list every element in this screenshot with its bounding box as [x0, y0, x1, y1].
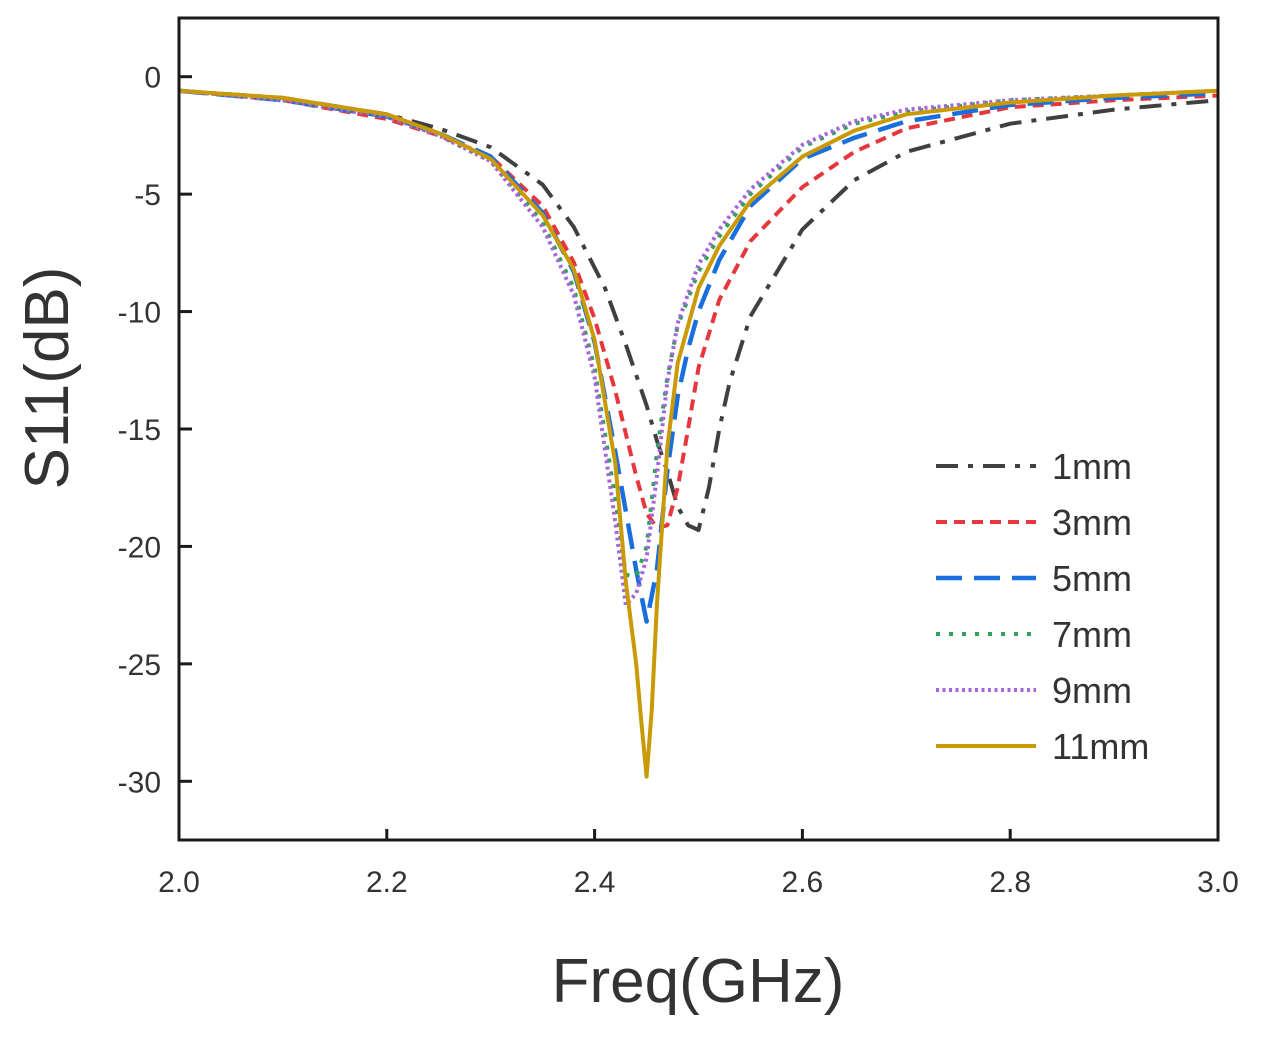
x-tick-label: 3.0	[1197, 866, 1239, 899]
x-axis-ticks: 2.0 2.2 2.4 2.6 2.8 3.0	[158, 829, 1239, 899]
x-tick-label: 2.4	[574, 866, 616, 899]
y-tick-label: -20	[118, 531, 161, 564]
y-axis-ticks: 0 -5 -10 -15 -20 -25 -30	[118, 62, 192, 799]
series-line-9mm	[179, 88, 1218, 608]
legend-label-11mm: 11mm	[1052, 726, 1149, 767]
y-axis-title: S11(dB)	[13, 267, 82, 490]
y-tick-label: -5	[134, 179, 161, 212]
legend-label-5mm: 5mm	[1052, 558, 1132, 599]
plot-frame	[177, 16, 1220, 842]
y-tick-label: -25	[118, 649, 161, 682]
y-tick-label: 0	[144, 62, 161, 95]
series-layer	[179, 88, 1218, 779]
x-tick-label: 2.8	[989, 866, 1031, 899]
legend-label-7mm: 7mm	[1052, 614, 1132, 655]
x-tick-label: 2.2	[366, 866, 408, 899]
series-line-1mm	[179, 88, 1218, 532]
x-axis-title: Freq(GHz)	[552, 947, 845, 1016]
x-tick-label: 2.0	[158, 866, 200, 899]
legend-label-3mm: 3mm	[1052, 502, 1132, 543]
legend-label-9mm: 9mm	[1052, 670, 1132, 711]
series-line-11mm	[179, 88, 1218, 779]
y-tick-label: -15	[118, 414, 161, 447]
legend-label-1mm: 1mm	[1052, 446, 1132, 487]
y-tick-label: -10	[118, 297, 161, 330]
x-tick-label: 2.6	[782, 866, 824, 899]
y-tick-label: -30	[118, 766, 161, 799]
legend: 1mm 3mm 5mm 7mm 9mm 11mm	[936, 446, 1149, 767]
